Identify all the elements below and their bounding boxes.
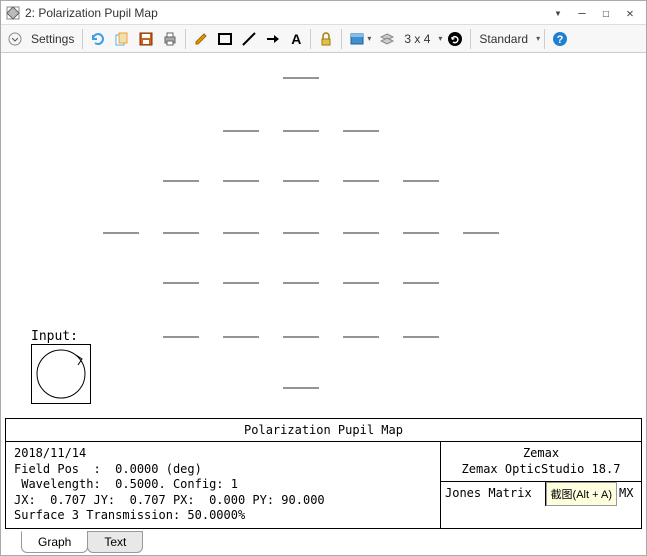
- input-label: Input:: [31, 329, 101, 344]
- settings-label[interactable]: Settings: [27, 32, 78, 46]
- reset-icon[interactable]: [444, 28, 466, 50]
- info-jparams: JX: 0.707 JY: 0.707 PX: 0.000 PY: 90.000: [14, 493, 325, 507]
- close-button[interactable]: ✕: [618, 6, 642, 20]
- svg-text:?: ?: [557, 34, 564, 46]
- separator-icon: [470, 29, 471, 49]
- help-icon[interactable]: ?: [549, 28, 571, 50]
- copy-icon[interactable]: [111, 28, 133, 50]
- line-icon[interactable]: [238, 28, 260, 50]
- lock-icon[interactable]: [315, 28, 337, 50]
- maximize-button[interactable]: ☐: [594, 6, 618, 20]
- window-layout-icon[interactable]: ▾: [346, 28, 374, 50]
- separator-icon: [341, 29, 342, 49]
- info-title: Polarization Pupil Map: [6, 419, 641, 442]
- view-mode-label[interactable]: Standard: [475, 32, 532, 46]
- arrow-icon[interactable]: [262, 28, 284, 50]
- screenshot-tooltip: 截图(Alt + A): [546, 482, 617, 506]
- mx-label: MX: [617, 482, 641, 506]
- info-right-bottom: Jones Matrix 截图(Alt + A) MX: [441, 482, 641, 506]
- separator-icon: [185, 29, 186, 49]
- plot-area: Input:: [1, 53, 646, 414]
- info-date: 2018/11/14: [14, 446, 86, 460]
- info-wave: Wavelength: 0.5000. Config: 1: [14, 477, 238, 491]
- info-bottom: 2018/11/14 Field Pos : 0.0000 (deg) Wave…: [6, 442, 641, 528]
- tab-text[interactable]: Text: [87, 531, 143, 553]
- input-circle-box: [31, 344, 91, 404]
- save-icon[interactable]: [135, 28, 157, 50]
- brand-box: Zemax Zemax OpticStudio 18.7: [441, 442, 641, 482]
- info-field: Field Pos : 0.0000 (deg): [14, 462, 202, 476]
- minimize-button[interactable]: —: [570, 6, 594, 20]
- refresh-icon[interactable]: [87, 28, 109, 50]
- window-title: 2: Polarization Pupil Map: [25, 6, 546, 20]
- info-left: 2018/11/14 Field Pos : 0.0000 (deg) Wave…: [6, 442, 441, 528]
- window: 2: Polarization Pupil Map ▾ — ☐ ✕ Settin…: [0, 0, 647, 556]
- brand-name: Zemax: [445, 446, 637, 462]
- info-trans: Surface 3 Transmission: 50.0000%: [14, 508, 245, 522]
- tab-bar: Graph Text: [1, 531, 646, 553]
- brand-version: Zemax OpticStudio 18.7: [445, 462, 637, 478]
- separator-icon: [310, 29, 311, 49]
- layers-icon[interactable]: [376, 28, 398, 50]
- grid-size-label[interactable]: 3 x 4: [400, 32, 434, 46]
- jones-matrix-label: Jones Matrix: [441, 482, 546, 506]
- tab-graph[interactable]: Graph: [21, 531, 88, 553]
- input-circle-icon: [32, 345, 90, 403]
- chevron-down-icon[interactable]: ▾: [438, 34, 442, 43]
- print-icon[interactable]: [159, 28, 181, 50]
- separator-icon: [544, 29, 545, 49]
- info-panel: Polarization Pupil Map 2018/11/14 Field …: [5, 418, 642, 529]
- chevron-down-icon[interactable]: ▾: [536, 34, 540, 43]
- info-right: Zemax Zemax OpticStudio 18.7 Jones Matri…: [441, 442, 641, 528]
- separator-icon: [82, 29, 83, 49]
- rectangle-icon[interactable]: [214, 28, 236, 50]
- pencil-icon[interactable]: [190, 28, 212, 50]
- text-icon[interactable]: A: [286, 28, 306, 50]
- titlebar: 2: Polarization Pupil Map ▾ — ☐ ✕: [1, 1, 646, 25]
- dropdown-icon[interactable]: ▾: [546, 6, 570, 20]
- input-polarization-box: Input:: [31, 329, 101, 404]
- expand-button[interactable]: [5, 28, 25, 50]
- toolbar: Settings A ▾ 3 x 4 ▾ Standard ▾ ?: [1, 25, 646, 53]
- app-icon: [5, 5, 21, 21]
